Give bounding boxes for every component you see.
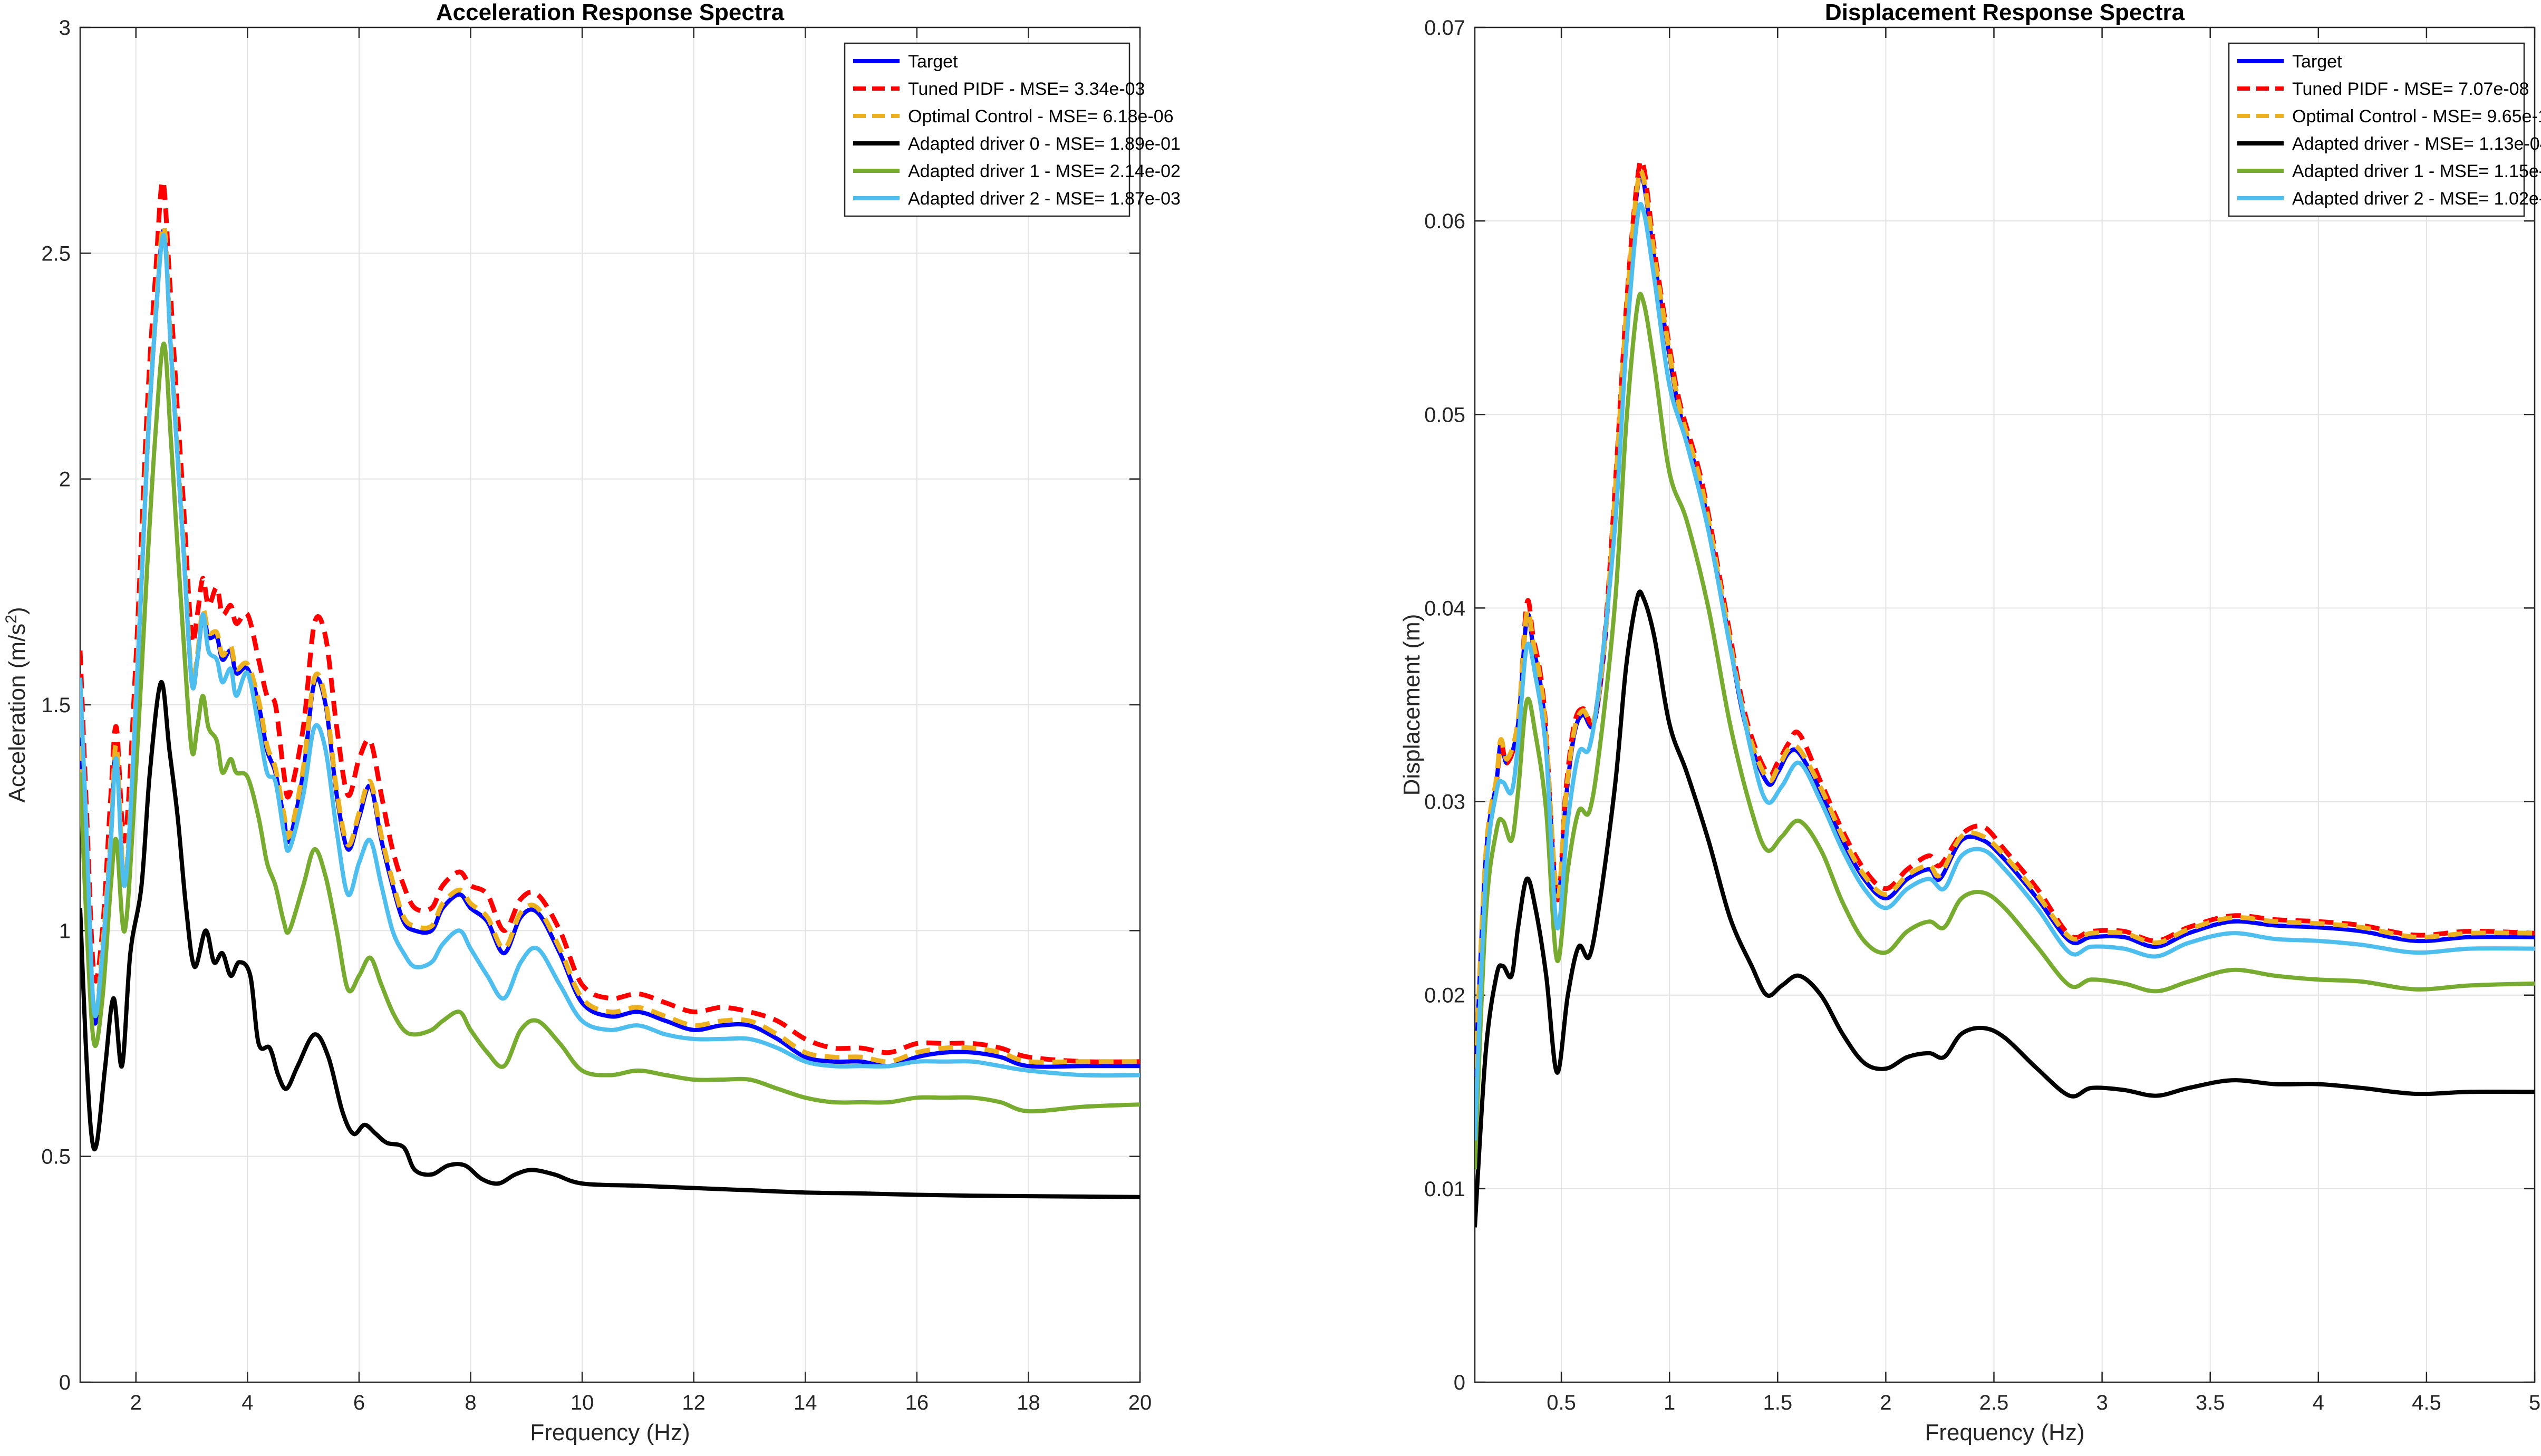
legend-box [2228,42,2525,217]
legend-label: Tuned PIDF - MSE= 7.07e-08 [2292,79,2529,99]
x-tick-label: 1 [1664,1391,1675,1414]
y-tick-label: 2.5 [41,242,71,265]
x-tick-label: 2 [1880,1391,1891,1414]
axes-box [1474,26,2536,1383]
x-tick-label: 3.5 [2196,1391,2225,1414]
x-tick-label: 6 [353,1391,365,1414]
legend-label: Adapted driver - MSE= 1.13e-04 [2292,134,2541,154]
legend-label: Target [2292,52,2342,72]
series-line-5 [80,341,1140,1114]
x-tick-label: 14 [794,1391,817,1414]
legend-label: Target [908,52,958,72]
series-line-5 [1475,292,2535,1170]
y-tick-label: 0.03 [1424,791,1465,814]
y-tick-label: 0.01 [1424,1178,1465,1201]
series-line-3 [1475,168,2535,1092]
legend: Target Tuned PIDF - MSE= 7.07e-08 Optimal … [2228,42,2541,217]
y-axis-label: Acceleration (m/s2) [3,607,31,802]
x-tick-label: 4 [2313,1391,2324,1414]
y-tick-label: 1.5 [41,694,71,717]
legend-label: Adapted driver 1 - MSE= 2.14e-02 [908,161,1181,181]
x-tick-label: 18 [1017,1391,1040,1414]
x-tick-label: 16 [905,1391,929,1414]
y-axis-label: Displacement (m) [1399,614,1425,796]
y-tick-label: 0 [1454,1371,1465,1394]
legend-label: Optimal Control - MSE= 6.18e-06 [908,106,1174,127]
x-tick-label: 1.5 [1763,1391,1792,1414]
chart-title: Displacement Response Spectra [1825,0,2185,25]
y-tick-label: 0.02 [1424,984,1465,1007]
x-tick-label: 4.5 [2412,1391,2441,1414]
y-tick-label: 0.07 [1424,16,1465,40]
x-axis-label: Frequency (Hz) [530,1420,690,1445]
series-line-6 [80,233,1140,1078]
legend-box [844,42,1131,217]
x-tick-label: 10 [571,1391,594,1414]
series-line-4 [80,680,1140,1199]
x-tick-label: 2 [130,1391,142,1414]
x-tick-label: 20 [1128,1391,1152,1414]
x-tick-label: 3 [2096,1391,2108,1414]
legend-label: Adapted driver 2 - MSE= 1.87e-03 [908,189,1181,209]
x-tick-label: 8 [465,1391,476,1414]
x-tick-label: 12 [682,1391,706,1414]
y-tick-label: 0.04 [1424,597,1465,620]
y-tick-label: 1 [59,919,71,943]
x-axis-label: Frequency (Hz) [1925,1420,2084,1445]
legend-label: Adapted driver 2 - MSE= 1.02e-06 [2292,189,2541,209]
legend-label: Tuned PIDF - MSE= 3.34e-03 [908,79,1145,99]
y-tick-label: 0.05 [1424,403,1465,426]
y-tick-label: 0 [59,1371,71,1394]
y-tick-label: 3 [59,16,71,40]
legend: Target Tuned PIDF - MSE= 3.34e-03 Optimal … [844,42,1181,217]
x-tick-label: 0.5 [1547,1391,1576,1414]
series-line-2 [1475,158,2535,1092]
y-tick-label: 0.06 [1424,210,1465,233]
x-tick-label: 2.5 [1979,1391,2009,1414]
y-tick-label: 2 [59,468,71,491]
chart-title: Acceleration Response Spectra [436,0,785,25]
legend-label: Adapted driver 1 - MSE= 1.15e-05 [2292,161,2541,181]
chart-2: 0.5 1 1.5 2 2.5 3 3.5 4 4.5 5 0 0.01 0.02 0.03 0.04 0.0… [1399,0,2541,1445]
chart-1: 2 4 6 8 10 12 14 16 18 20 0 0.5 1 1.5 2 2.5 3 Acceleratio… [3,0,1181,1445]
legend-label: Optimal Control - MSE= 9.65e-13 [2292,106,2541,127]
y-tick-label: 0.5 [41,1146,71,1169]
legend-label: Adapted driver 0 - MSE= 1.89e-01 [908,134,1181,154]
x-tick-label: 4 [241,1391,253,1414]
series-line-6 [1475,201,2535,1141]
series-line-4 [1475,589,2535,1228]
x-tick-label: 5 [2529,1391,2540,1414]
